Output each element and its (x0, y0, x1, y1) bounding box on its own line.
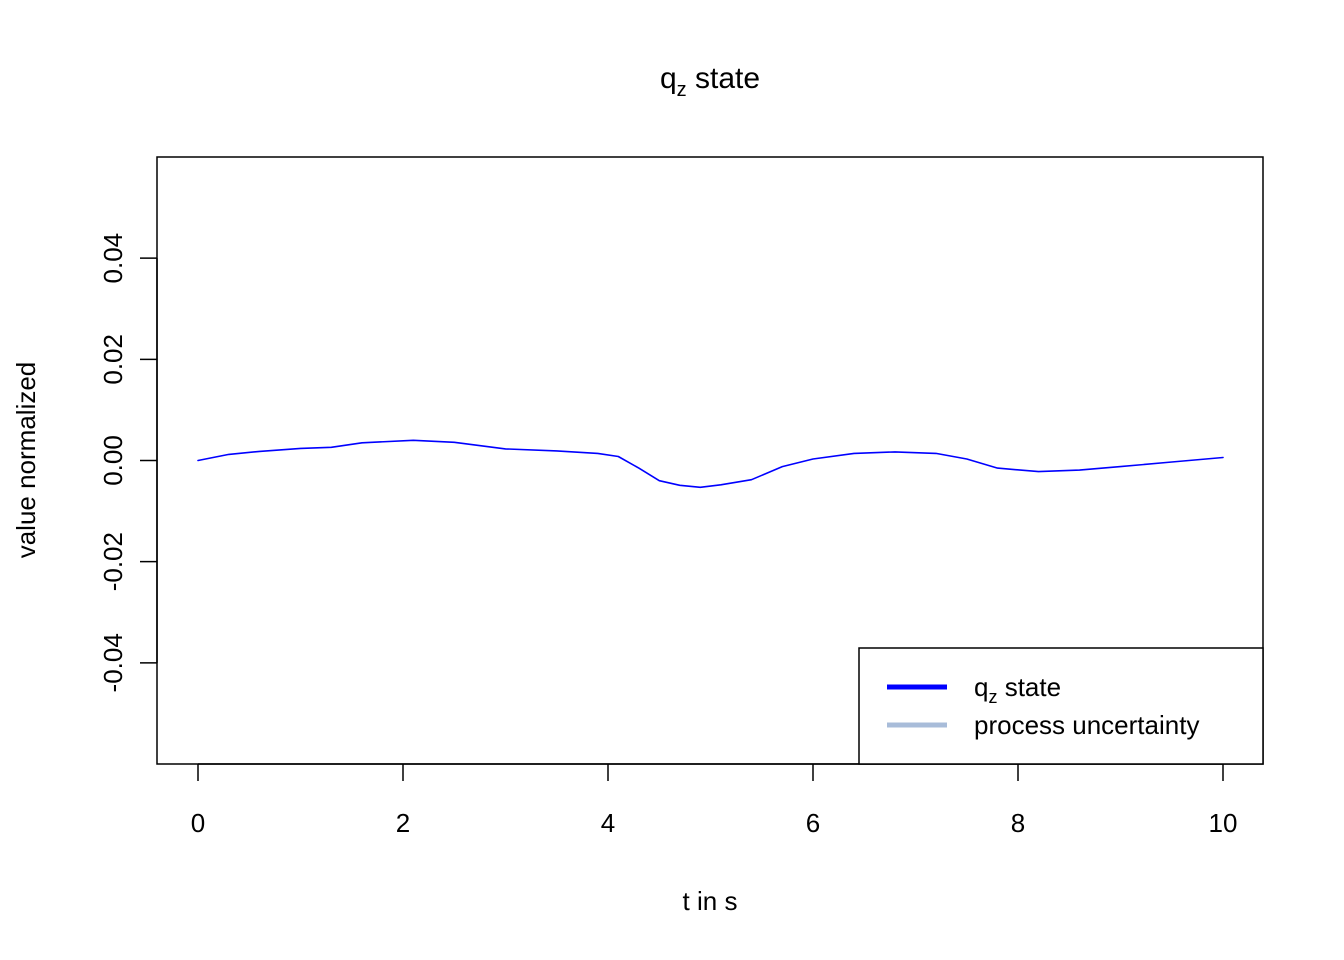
x-tick-label: 10 (1209, 808, 1238, 838)
x-axis: 0 2 4 6 8 10 (191, 763, 1238, 838)
legend-qz-suffix: state (997, 672, 1061, 702)
y-tick-label: -0.04 (98, 633, 128, 692)
series-line-0 (197, 439, 1224, 489)
x-tick-label: 0 (191, 808, 205, 838)
legend-qz-main: q (974, 672, 988, 702)
legend-box (858, 647, 1264, 765)
legend-label-process-uncertainty: process uncertainty (974, 710, 1199, 740)
x-tick-label: 8 (1011, 808, 1025, 838)
legend-qz-subscript: z (988, 687, 997, 707)
title-main: q (660, 62, 677, 95)
title-subscript: z (677, 79, 687, 101)
y-tick-label: 0.04 (98, 233, 128, 284)
y-tick-label: 0.02 (98, 334, 128, 385)
y-tick-label: -0.02 (98, 532, 128, 591)
x-axis-label: t in s (683, 886, 738, 916)
x-tick-label: 2 (396, 808, 410, 838)
title-suffix: state (687, 62, 760, 95)
legend-label-qz-state: qz state (974, 672, 1061, 707)
y-axis-label: value normalized (11, 362, 41, 559)
y-axis: -0.04 -0.02 0.00 0.02 0.04 (98, 233, 158, 692)
series-layer (197, 439, 1224, 489)
chart-title: qz state (660, 62, 760, 101)
y-tick-label: 0.00 (98, 435, 128, 486)
x-tick-label: 6 (806, 808, 820, 838)
legend: qz state process uncertainty (858, 647, 1264, 765)
x-tick-label: 4 (601, 808, 615, 838)
